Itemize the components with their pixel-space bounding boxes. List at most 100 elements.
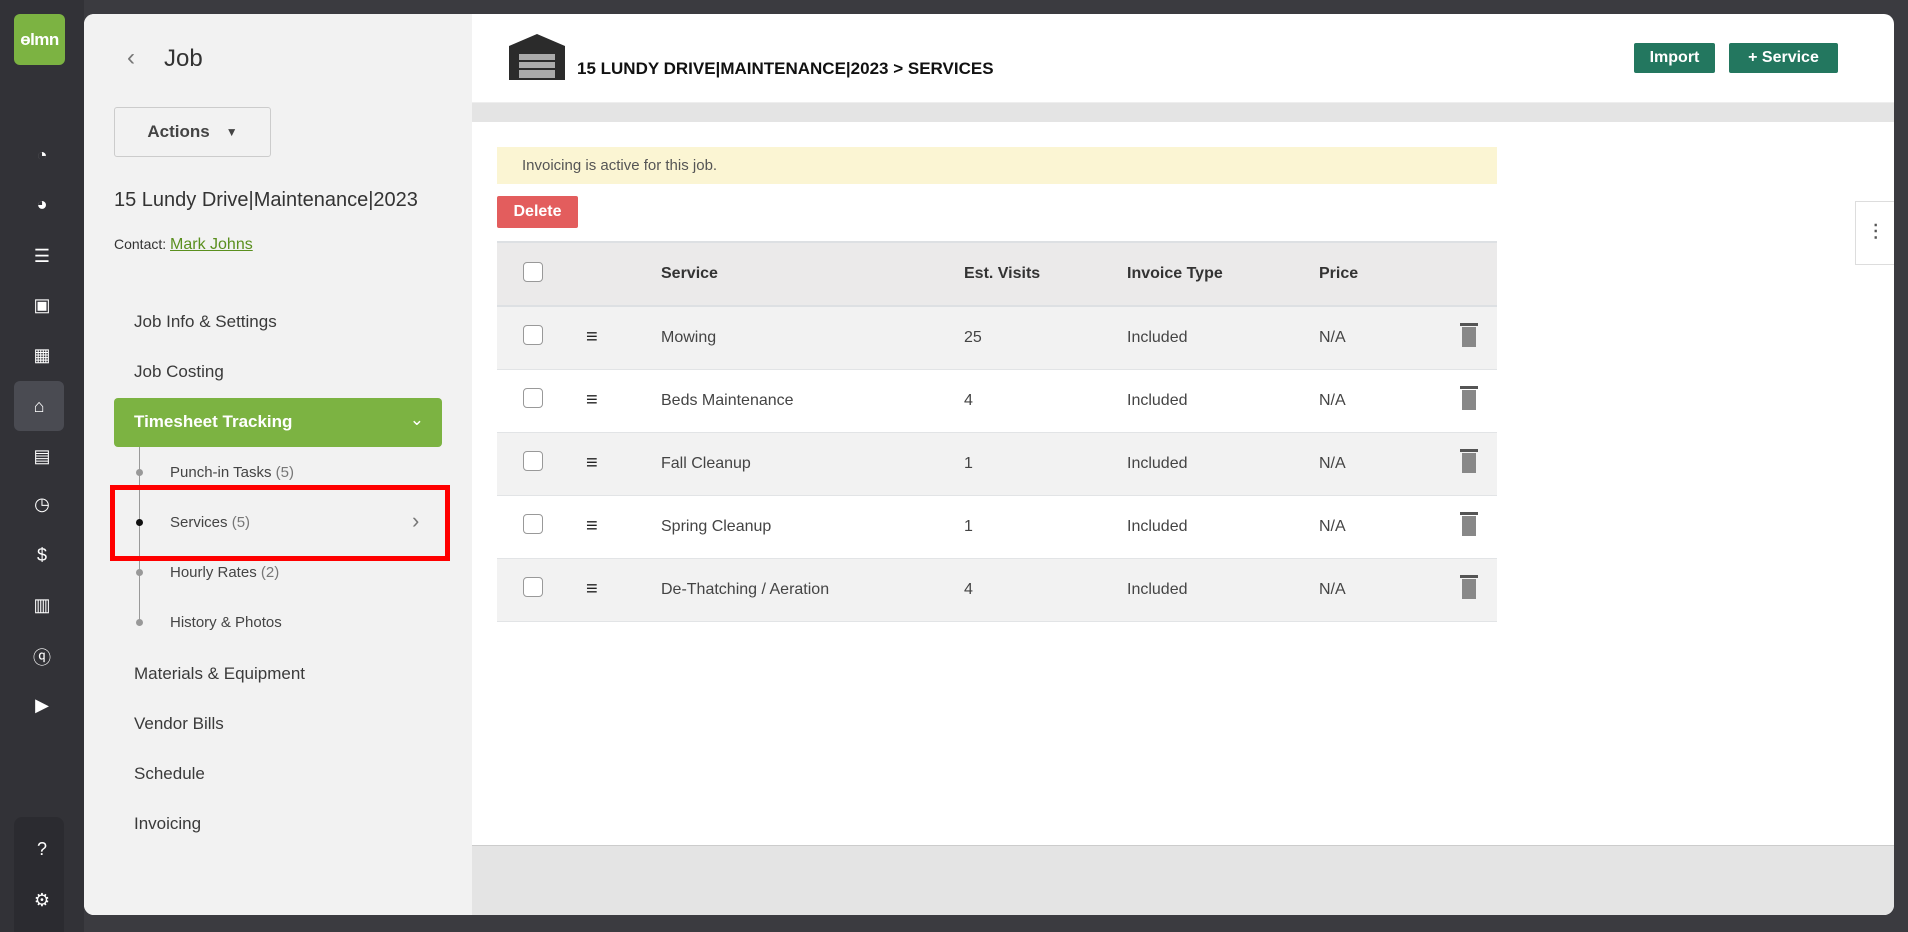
contact-label: Contact: [114, 236, 167, 252]
cell-service[interactable]: Beds Maintenance [661, 369, 964, 433]
nav-vendor-bills[interactable]: Vendor Bills [134, 714, 224, 733]
contact-link[interactable]: Mark Johns [170, 236, 253, 253]
col-est-visits[interactable]: Est. Visits [964, 241, 1127, 307]
caret-down-icon: ▼ [225, 125, 238, 139]
cell-service[interactable]: Spring Cleanup [661, 495, 964, 559]
chevron-down-icon: ⌄ [409, 410, 424, 429]
main-card: ‹ Job Actions ▼ 15 Lundy Drive|Maintenanc… [84, 14, 1894, 915]
job-name: 15 Lundy Drive|Maintenance|2023 [114, 189, 418, 211]
drag-handle-icon[interactable]: ≡ [586, 495, 661, 559]
cell-invoice-type: Included [1127, 432, 1319, 496]
drag-handle-icon[interactable]: ≡ [586, 306, 661, 370]
subnav-dot [136, 619, 143, 626]
cell-price: N/A [1319, 495, 1462, 559]
cell-service[interactable]: Mowing [661, 306, 964, 370]
report-icon[interactable]: ▥ [33, 594, 51, 615]
cell-est-visits: 4 [964, 369, 1127, 433]
filter-sliders-icon[interactable]: ⫶ [1855, 201, 1894, 265]
row-checkbox[interactable] [523, 451, 543, 471]
cell-service[interactable]: Fall Cleanup [661, 432, 964, 496]
subnav-dot [136, 469, 143, 476]
cell-invoice-type: Included [1127, 369, 1319, 433]
warehouse-icon [509, 34, 565, 80]
nav-job-costing[interactable]: Job Costing [134, 362, 224, 381]
table-header: Service Est. Visits Invoice Type Price [497, 241, 1497, 307]
subnav-line [139, 447, 140, 622]
trash-icon[interactable] [1460, 323, 1478, 348]
row-checkbox[interactable] [523, 388, 543, 408]
trash-icon[interactable] [1460, 386, 1478, 410]
cell-service[interactable]: De-Thatching / Aeration [661, 558, 964, 622]
help-icon[interactable]: ? [36, 838, 47, 859]
col-invoice-type[interactable]: Invoice Type [1127, 241, 1319, 307]
subnav-punch-in-tasks[interactable]: Punch-in Tasks (5) [170, 464, 294, 481]
play-icon[interactable]: ▶ [35, 694, 49, 715]
col-service[interactable]: Service [661, 241, 964, 307]
calculator-icon[interactable]: ▦ [33, 344, 51, 365]
cell-est-visits: 4 [964, 558, 1127, 622]
row-checkbox[interactable] [523, 325, 543, 346]
nav-materials-equipment[interactable]: Materials & Equipment [134, 664, 306, 683]
col-price[interactable]: Price [1319, 241, 1462, 307]
cell-est-visits: 25 [964, 306, 1127, 370]
row-checkbox[interactable] [523, 514, 543, 534]
nav-timesheet-tracking[interactable]: Timesheet Tracking ⌄ [114, 398, 442, 447]
warehouse-icon[interactable]: ⌂ [14, 381, 64, 431]
trash-icon[interactable] [1460, 512, 1478, 536]
gear-icon[interactable]: ⚙ [33, 889, 51, 910]
page-title: Job [164, 45, 203, 72]
drag-handle-icon[interactable]: ≡ [586, 558, 661, 622]
invoicing-notice: Invoicing is active for this job. [497, 147, 1497, 184]
nav-schedule[interactable]: Schedule [134, 764, 205, 783]
rail-bottom-group [14, 817, 64, 932]
cell-invoice-type: Included [1127, 495, 1319, 559]
app-rail: ɵ lmn ◔ ◕ ☰ ▣ ▦ ⌂ ▤ ◷ $ ▥ ⓠ ▶ ? ⚙ [0, 0, 84, 932]
table-row: ≡ Spring Cleanup 1 Included N/A [497, 495, 1497, 559]
cell-invoice-type: Included [1127, 558, 1319, 622]
page-breadcrumb-title: 15 LUNDY DRIVE|MAINTENANCE|2023 > SERVIC… [577, 59, 994, 78]
footer-band [472, 845, 1894, 915]
chevron-right-icon: › [412, 508, 420, 533]
drag-handle-icon[interactable]: ≡ [586, 369, 661, 433]
cell-est-visits: 1 [964, 432, 1127, 496]
trash-icon[interactable] [1460, 575, 1478, 599]
dashboard-icon[interactable]: ◔ [36, 144, 48, 165]
add-service-button[interactable]: + Service [1729, 43, 1838, 73]
toolbar-band [472, 102, 1894, 122]
trash-icon[interactable] [1460, 449, 1478, 473]
table-row: ≡ De-Thatching / Aeration 4 Included N/A [497, 558, 1497, 622]
cell-price: N/A [1319, 306, 1462, 370]
list-icon[interactable]: ☰ [33, 245, 51, 266]
cell-price: N/A [1319, 432, 1462, 496]
invoice-icon[interactable]: $ [36, 544, 47, 565]
table-row: ≡ Fall Cleanup 1 Included N/A [497, 432, 1497, 496]
calendar-icon[interactable]: ▤ [33, 445, 51, 466]
subnav-dot [136, 569, 143, 576]
row-checkbox[interactable] [523, 577, 543, 597]
lmn-logo[interactable]: ɵ lmn [14, 14, 65, 65]
subnav-services[interactable]: Services (5) [170, 514, 251, 531]
select-all-checkbox[interactable] [523, 261, 543, 282]
actions-dropdown[interactable]: Actions ▼ [114, 107, 271, 157]
cell-price: N/A [1319, 558, 1462, 622]
services-table: Service Est. Visits Invoice Type Price ≡… [497, 241, 1497, 622]
table-row: ≡ Mowing 25 Included N/A [497, 306, 1497, 370]
nav-job-info[interactable]: Job Info & Settings [134, 312, 277, 331]
table-row: ≡ Beds Maintenance 4 Included N/A [497, 369, 1497, 433]
back-chevron-icon[interactable]: ‹ [127, 44, 135, 71]
clock-icon[interactable]: ◷ [34, 493, 50, 514]
cell-price: N/A [1319, 369, 1462, 433]
subnav-history-photos[interactable]: History & Photos [170, 614, 282, 631]
subnav-dot-active [136, 519, 143, 526]
pie-chart-icon[interactable]: ◕ [36, 193, 48, 214]
import-button[interactable]: Import [1634, 43, 1715, 73]
highlight-box [110, 485, 450, 561]
cell-est-visits: 1 [964, 495, 1127, 559]
delete-button[interactable]: Delete [497, 196, 578, 228]
drag-handle-icon[interactable]: ≡ [586, 432, 661, 496]
subnav-hourly-rates[interactable]: Hourly Rates (2) [170, 564, 280, 581]
cell-invoice-type: Included [1127, 306, 1319, 370]
nav-invoicing[interactable]: Invoicing [134, 814, 202, 833]
contact-card-icon[interactable]: ▣ [33, 294, 51, 315]
quickbooks-icon[interactable]: ⓠ [33, 648, 51, 668]
